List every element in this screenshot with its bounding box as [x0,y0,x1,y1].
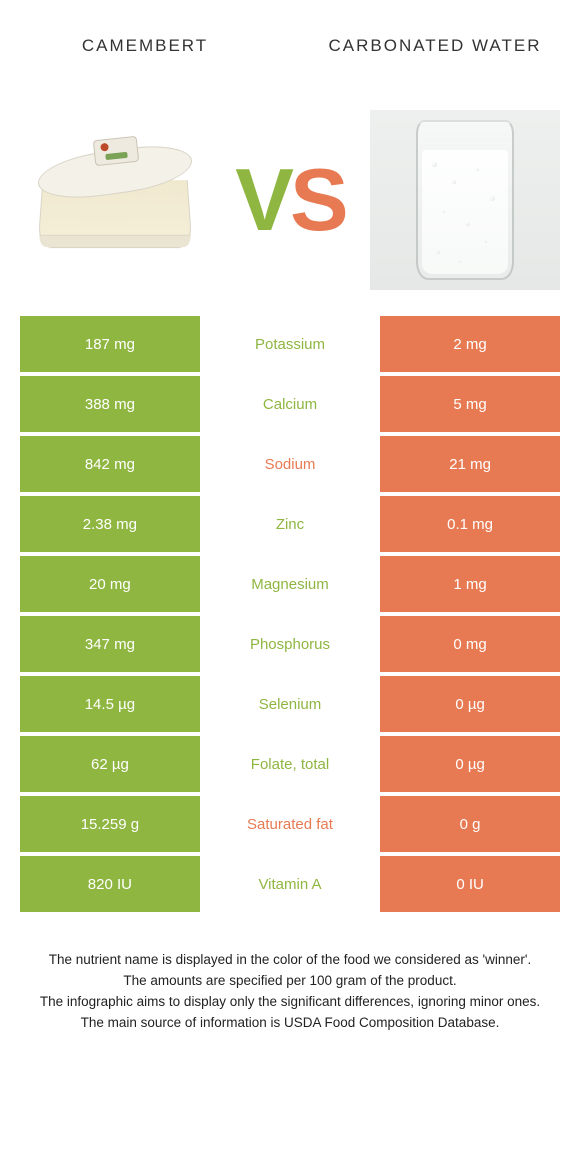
footnote-line: The nutrient name is displayed in the co… [24,950,556,971]
right-food-image [370,110,560,290]
left-value-cell: 347 mg [20,616,200,672]
nutrient-label-cell: Sodium [200,436,380,492]
table-row: 14.5 µgSelenium0 µg [20,676,560,732]
nutrient-label-cell: Zinc [200,496,380,552]
table-row: 2.38 mgZinc0.1 mg [20,496,560,552]
left-value-cell: 62 µg [20,736,200,792]
right-value-cell: 2 mg [380,316,560,372]
nutrient-label-cell: Magnesium [200,556,380,612]
comparison-header: Camembert Carbonated water [20,20,560,100]
footnotes: The nutrient name is displayed in the co… [20,950,560,1034]
left-value-cell: 842 mg [20,436,200,492]
table-row: 187 mgPotassium2 mg [20,316,560,372]
right-value-cell: 1 mg [380,556,560,612]
right-value-cell: 0 g [380,796,560,852]
glass-illustration [416,120,514,280]
nutrient-label-cell: Phosphorus [200,616,380,672]
vs-s-letter: S [290,156,345,244]
table-row: 62 µgFolate, total0 µg [20,736,560,792]
right-value-cell: 0 IU [380,856,560,912]
left-value-cell: 20 mg [20,556,200,612]
left-value-cell: 2.38 mg [20,496,200,552]
nutrient-label-cell: Saturated fat [200,796,380,852]
right-food-title: Carbonated water [310,20,560,56]
nutrient-comparison-table: 187 mgPotassium2 mg388 mgCalcium5 mg842 … [20,312,560,916]
nutrient-label-cell: Potassium [200,316,380,372]
cheese-illustration [30,140,200,260]
table-row: 388 mgCalcium5 mg [20,376,560,432]
table-row: 20 mgMagnesium1 mg [20,556,560,612]
right-value-cell: 0 µg [380,676,560,732]
vs-v-letter: V [235,156,290,244]
left-value-cell: 820 IU [20,856,200,912]
right-value-cell: 0 µg [380,736,560,792]
left-value-cell: 388 mg [20,376,200,432]
table-row: 842 mgSodium21 mg [20,436,560,492]
left-value-cell: 187 mg [20,316,200,372]
hero-row: VS [20,100,560,300]
table-row: 820 IUVitamin A0 IU [20,856,560,912]
table-row: 15.259 gSaturated fat0 g [20,796,560,852]
right-value-cell: 21 mg [380,436,560,492]
left-value-cell: 14.5 µg [20,676,200,732]
left-value-cell: 15.259 g [20,796,200,852]
left-food-title: Camembert [20,20,270,56]
nutrient-label-cell: Calcium [200,376,380,432]
footnote-line: The main source of information is USDA F… [24,1013,556,1034]
footnote-line: The amounts are specified per 100 gram o… [24,971,556,992]
right-value-cell: 5 mg [380,376,560,432]
nutrient-label-cell: Vitamin A [200,856,380,912]
table-row: 347 mgPhosphorus0 mg [20,616,560,672]
left-food-image [20,110,210,290]
right-value-cell: 0 mg [380,616,560,672]
vs-label: VS [235,156,344,244]
footnote-line: The infographic aims to display only the… [24,992,556,1013]
right-value-cell: 0.1 mg [380,496,560,552]
nutrient-label-cell: Selenium [200,676,380,732]
nutrient-label-cell: Folate, total [200,736,380,792]
